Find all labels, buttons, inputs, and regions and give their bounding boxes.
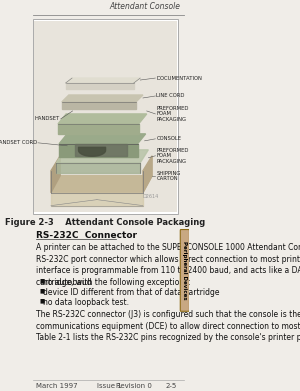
Text: A printer can be attached to the SUPERCONSOLE 1000 Attendant Console via its
RS-: A printer can be attached to the SUPERCO… — [36, 244, 300, 287]
Text: CONSOLE: CONSOLE — [157, 136, 181, 141]
Bar — [34, 21, 177, 212]
Text: Peripheral Devices: Peripheral Devices — [182, 241, 188, 300]
Text: HANDSET CORD: HANDSET CORD — [0, 140, 38, 145]
Text: no data loopback test.: no data loopback test. — [43, 298, 129, 307]
Polygon shape — [58, 114, 147, 124]
Text: Issue 1: Issue 1 — [97, 383, 122, 389]
Text: LINE CORD: LINE CORD — [157, 93, 185, 99]
Text: The RS-232C connector (J3) is configured such that the console is the data
commu: The RS-232C connector (J3) is configured… — [36, 310, 300, 342]
Bar — [33, 19, 178, 213]
Text: HANDSET: HANDSET — [35, 117, 60, 122]
Text: ■: ■ — [40, 298, 45, 303]
Polygon shape — [143, 156, 152, 193]
Polygon shape — [51, 176, 152, 193]
Polygon shape — [75, 144, 127, 156]
Polygon shape — [59, 134, 146, 144]
Polygon shape — [62, 95, 143, 102]
Polygon shape — [56, 150, 148, 163]
Polygon shape — [59, 144, 137, 157]
Text: 2-5: 2-5 — [166, 383, 177, 389]
Text: Revision 0: Revision 0 — [116, 383, 152, 389]
Text: DOCUMENTATION: DOCUMENTATION — [157, 75, 202, 81]
Text: Figure 2-3    Attendant Console Packaging: Figure 2-3 Attendant Console Packaging — [5, 217, 206, 226]
Text: PREFORMED
FOAM
PACKAGING: PREFORMED FOAM PACKAGING — [157, 148, 189, 164]
Text: no autobaud: no autobaud — [43, 278, 92, 287]
Text: D2614: D2614 — [143, 194, 159, 199]
Polygon shape — [62, 102, 136, 109]
FancyBboxPatch shape — [180, 230, 190, 311]
Text: ■: ■ — [40, 288, 45, 293]
Text: RS-232C  Connector: RS-232C Connector — [36, 231, 137, 240]
Text: SHIPPING
CARTON: SHIPPING CARTON — [157, 170, 181, 181]
Text: Attendant Console: Attendant Console — [110, 2, 181, 11]
Polygon shape — [51, 193, 143, 206]
Polygon shape — [51, 156, 60, 193]
Polygon shape — [56, 163, 140, 173]
Polygon shape — [66, 78, 140, 83]
Text: March 1997: March 1997 — [36, 383, 78, 389]
Polygon shape — [58, 124, 139, 134]
Text: PREFORMED
FOAM
PACKAGING: PREFORMED FOAM PACKAGING — [157, 106, 189, 122]
Polygon shape — [66, 83, 134, 89]
Text: ■: ■ — [40, 278, 45, 283]
Text: device ID different from that of data cartridge: device ID different from that of data ca… — [43, 288, 219, 297]
